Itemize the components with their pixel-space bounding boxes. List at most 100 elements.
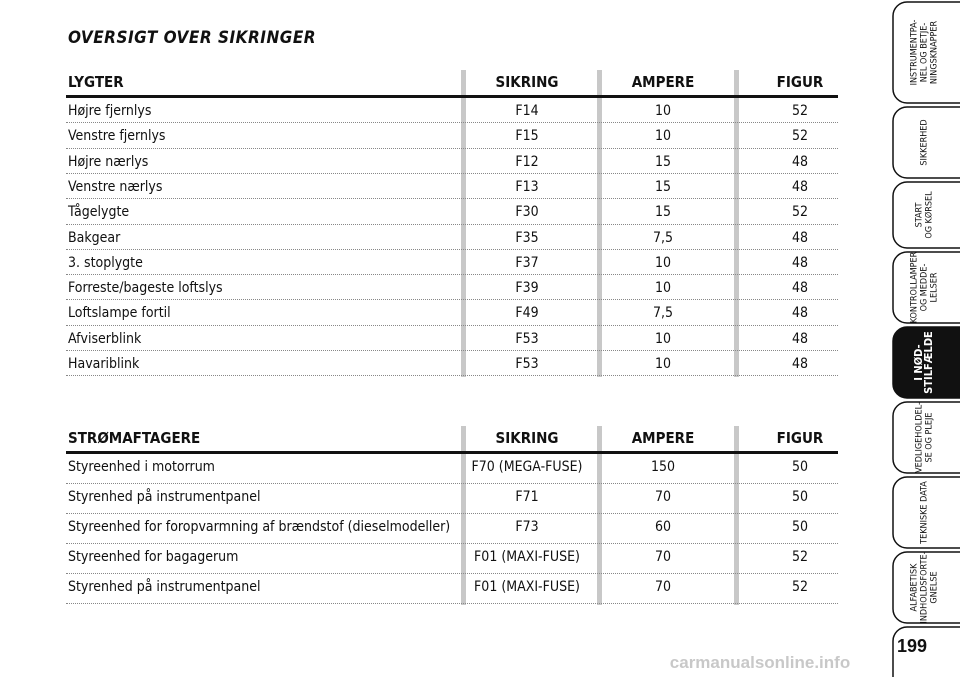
cell: Venstre nærlys — [68, 178, 163, 195]
column-header: FIGUR — [776, 73, 824, 91]
tab-label: INDHOLDSFORTE- — [920, 551, 930, 623]
cell: 52 — [791, 128, 809, 145]
cell: 7,5 — [652, 229, 674, 246]
cell: Styreenhed for bagagerum — [68, 549, 239, 565]
cell: 10 — [654, 280, 672, 297]
cell: Styrenhed på instrumentpanel — [68, 489, 261, 505]
cell: 70 — [654, 579, 672, 595]
cell: Afviserblink — [68, 330, 142, 347]
cell: F12 — [515, 153, 539, 170]
cell: F30 — [515, 204, 539, 221]
watermark: carmanualsonline.info — [670, 653, 850, 672]
cell: 10 — [654, 356, 672, 372]
tab-label: INSTRUMENTPA- — [910, 20, 920, 86]
cell: F70 (MEGA-FUSE) — [471, 459, 583, 475]
tab-label: ALFABETISK — [910, 563, 920, 612]
cell: F01 (MAXI-FUSE) — [474, 579, 580, 595]
tab-label: TEKNISKE DATA — [920, 481, 930, 545]
tab-label: SE OG PLEJE — [925, 412, 935, 462]
cell: 48 — [791, 153, 809, 170]
cell: F13 — [515, 178, 539, 195]
header-rule — [66, 95, 838, 98]
tab — [892, 476, 960, 549]
tab-label: I NØD- — [912, 344, 925, 380]
cell: F15 — [515, 128, 539, 145]
cell: 10 — [654, 103, 672, 119]
cell: 150 — [650, 459, 676, 475]
tab-label: LELSER — [930, 272, 940, 302]
column-header: FIGUR — [776, 429, 824, 447]
cell: Styreenhed for foropvarmning af brændsto… — [68, 519, 451, 535]
cell: F37 — [515, 254, 539, 271]
row-rule — [66, 375, 838, 377]
cell: Havariblink — [68, 356, 140, 372]
cell: F73 — [515, 519, 539, 535]
page-number-tab — [892, 626, 960, 677]
cell: 70 — [654, 489, 672, 505]
row-rule — [66, 198, 838, 200]
tab — [892, 401, 960, 474]
cell: 52 — [791, 103, 809, 119]
tab-label: GNELSE — [930, 571, 940, 603]
cell: F53 — [515, 330, 539, 347]
cell: 48 — [791, 254, 809, 271]
cell: 7,5 — [652, 305, 674, 322]
tab-label: OG MEDDE- — [920, 264, 930, 312]
cell: F35 — [515, 229, 539, 246]
row-rule — [66, 350, 838, 351]
cell: 52 — [791, 549, 809, 565]
cell: F49 — [515, 305, 539, 322]
row-rule — [66, 248, 838, 250]
row-rule — [66, 223, 838, 225]
cell: 48 — [791, 330, 809, 347]
cell: 48 — [791, 305, 809, 322]
cell: Bakgear — [68, 229, 121, 246]
cell: 15 — [654, 153, 672, 170]
cell: F01 (MAXI-FUSE) — [474, 549, 580, 565]
cell: 48 — [791, 178, 809, 195]
tab-label: KONTROLLAMPER — [910, 251, 920, 323]
row-rule — [66, 172, 838, 174]
cell: 48 — [791, 229, 809, 246]
cell: 50 — [791, 459, 809, 475]
cell: 3. stoplygte — [68, 254, 143, 271]
row-rule — [66, 324, 838, 326]
column-header: LYGTER — [68, 73, 124, 91]
cell: 48 — [791, 356, 809, 372]
cell: F14 — [515, 103, 539, 119]
page-number: 199 — [897, 636, 927, 656]
column-divider — [461, 426, 466, 605]
cell: Styrenhed på instrumentpanel — [68, 579, 261, 595]
column-header: SIKRING — [495, 429, 559, 447]
tab — [892, 551, 960, 624]
cell: 10 — [654, 254, 672, 271]
cell: 10 — [654, 128, 672, 145]
cell: Styreenhed i motorrum — [68, 459, 215, 475]
cell: 52 — [791, 204, 809, 221]
header-rule — [66, 451, 838, 454]
cell: 15 — [654, 178, 672, 195]
column-divider — [734, 426, 739, 605]
cell: Forreste/bageste loftslys — [68, 280, 223, 297]
row-rule — [66, 299, 838, 301]
cell: 50 — [791, 519, 809, 535]
cell: Loftslampe fortil — [68, 305, 171, 322]
cell: F71 — [515, 489, 539, 505]
cell: Højre nærlys — [68, 153, 149, 170]
cell: 50 — [791, 489, 809, 505]
row-rule — [66, 543, 838, 544]
tab-label: SIKKERHED — [920, 119, 930, 165]
tab-label: OG KØRSEL — [924, 191, 935, 239]
cell: 15 — [654, 204, 672, 221]
tab-label: NINGSKNAPPER — [930, 20, 940, 84]
column-header: AMPERE — [631, 429, 695, 447]
column-header: AMPERE — [631, 73, 695, 91]
cell: 52 — [791, 579, 809, 595]
tab — [892, 106, 960, 179]
tab — [892, 326, 960, 399]
tab — [892, 251, 960, 324]
cell: 60 — [654, 519, 672, 535]
tab-label: VEDLIGEHOLDEL- — [915, 402, 925, 473]
